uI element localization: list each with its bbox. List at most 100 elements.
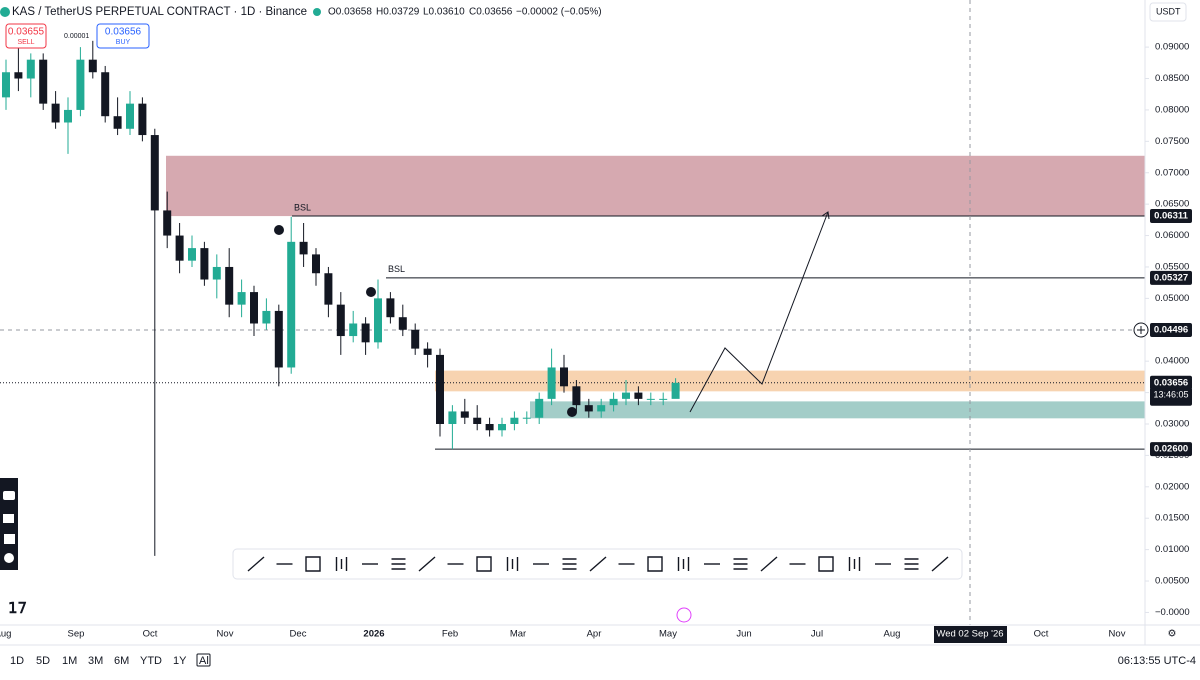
range-button[interactable]: 5D <box>36 655 50 667</box>
drawing-tool[interactable] <box>506 557 519 571</box>
x-tick-label: Nov <box>1109 629 1126 640</box>
drawing-tool[interactable] <box>335 557 348 571</box>
range-button[interactable]: YTD <box>140 655 162 667</box>
x-tick-label: Wed 02 Sep '26 <box>936 629 1003 640</box>
sell-button[interactable] <box>5 23 47 49</box>
layers-button[interactable] <box>4 534 15 544</box>
candle-body <box>634 392 643 399</box>
candle-body <box>14 72 23 79</box>
price-zone <box>435 370 1145 392</box>
y-tick-label: 0.07500 <box>1155 136 1189 147</box>
drawing-tool[interactable] <box>391 558 406 570</box>
range-button[interactable]: 1Y <box>173 655 187 667</box>
candle-body <box>2 72 10 98</box>
y-tick-label: −0.0000 <box>1155 607 1190 618</box>
range-button[interactable]: All <box>199 655 211 667</box>
symbol-title: KAS / TetherUS PERPETUAL CONTRACT · 1D ·… <box>12 6 307 18</box>
spread: 0.00001 <box>64 33 89 40</box>
crosshair-date-bg <box>934 626 1007 643</box>
events-button[interactable] <box>676 607 692 623</box>
projection-path <box>689 211 829 413</box>
tv-logo: 𝟣𝟩 <box>8 600 27 617</box>
arrow-head <box>821 211 830 220</box>
x-tick-label: Aug <box>0 629 11 640</box>
price-label: 0.04496 <box>1154 325 1188 336</box>
price-label: 0.02600 <box>1154 444 1188 455</box>
drawing-tool[interactable] <box>818 556 834 572</box>
price-zone <box>530 401 1145 419</box>
marker-icon <box>274 225 284 235</box>
price-label: 0.03656 <box>1154 377 1188 388</box>
candle-body <box>522 417 531 419</box>
level-label: BSL <box>388 264 405 274</box>
tool-icon <box>677 557 690 571</box>
y-tick-label: 0.01500 <box>1155 513 1189 524</box>
range-button[interactable]: 6M <box>114 655 129 667</box>
countdown-bg <box>1150 388 1192 402</box>
drawing-tool[interactable] <box>647 556 663 572</box>
tool-icon <box>818 556 834 572</box>
drawing-tool[interactable] <box>677 557 690 571</box>
price-label-bg <box>1150 209 1192 224</box>
candle-body <box>225 266 234 305</box>
drawing-tool[interactable] <box>589 556 607 572</box>
ohlc-high: H0.03729 <box>376 7 420 18</box>
currency-button[interactable] <box>1149 2 1187 22</box>
candle-body <box>336 304 345 337</box>
date-range-button[interactable] <box>196 653 211 667</box>
record-button[interactable] <box>3 514 14 523</box>
settings-icon[interactable]: ⚙ <box>1168 629 1177 640</box>
candle-body <box>485 423 494 431</box>
range-button[interactable]: 3M <box>88 655 103 667</box>
settings-button[interactable] <box>4 553 14 563</box>
candle-body <box>175 235 184 261</box>
tool-icon <box>418 556 436 572</box>
drawing-tool[interactable] <box>305 556 321 572</box>
y-tick-label: 0.03000 <box>1155 419 1189 430</box>
y-tick-label: 0.01000 <box>1155 544 1189 555</box>
y-tick-label: 0.07000 <box>1155 167 1189 178</box>
drawing-tool[interactable] <box>931 556 949 572</box>
candle-body <box>584 405 593 412</box>
range-button[interactable]: 1M <box>62 655 77 667</box>
candle-body <box>39 59 48 104</box>
candle-body <box>498 423 506 431</box>
candle-body <box>609 398 618 406</box>
range-button[interactable]: 1D <box>10 655 24 667</box>
tool-icon <box>506 557 519 571</box>
drawing-tool[interactable] <box>760 556 778 572</box>
candle-body <box>448 411 457 424</box>
candle-body <box>51 103 60 123</box>
candle-body <box>250 292 258 324</box>
candle-body <box>88 59 97 73</box>
marker-icon <box>366 287 376 297</box>
buy-button[interactable] <box>96 23 150 49</box>
ohlc-low: L0.03610 <box>423 7 465 18</box>
countdown: 13:46:05 <box>1153 390 1188 400</box>
y-tick-label: 0.06000 <box>1155 230 1189 241</box>
camera-button[interactable] <box>3 491 15 500</box>
candle-body <box>473 417 482 424</box>
drawing-tool[interactable] <box>418 556 436 572</box>
candle-body <box>411 329 420 349</box>
drawing-tool[interactable] <box>562 558 577 570</box>
price-label-bg <box>1150 270 1192 285</box>
drawing-tool[interactable] <box>247 556 265 572</box>
candle-body <box>200 248 209 280</box>
buy-label: BUY <box>116 39 131 46</box>
drawing-tool[interactable] <box>848 557 861 571</box>
price-label: 0.06311 <box>1154 211 1189 222</box>
candle-body <box>572 386 581 406</box>
drawing-tool[interactable] <box>476 556 492 572</box>
candle-body <box>510 417 519 424</box>
tool-icon <box>391 558 406 570</box>
drawing-tool[interactable] <box>904 558 919 570</box>
tool-icon <box>733 558 748 570</box>
drawing-tool[interactable] <box>733 558 748 570</box>
tool-icon <box>305 556 321 572</box>
candle-body <box>312 254 320 274</box>
price-label-bg <box>1150 442 1192 457</box>
sell-price: 0.03655 <box>8 27 45 38</box>
x-tick-label: May <box>659 629 677 640</box>
candle-body <box>262 310 271 324</box>
